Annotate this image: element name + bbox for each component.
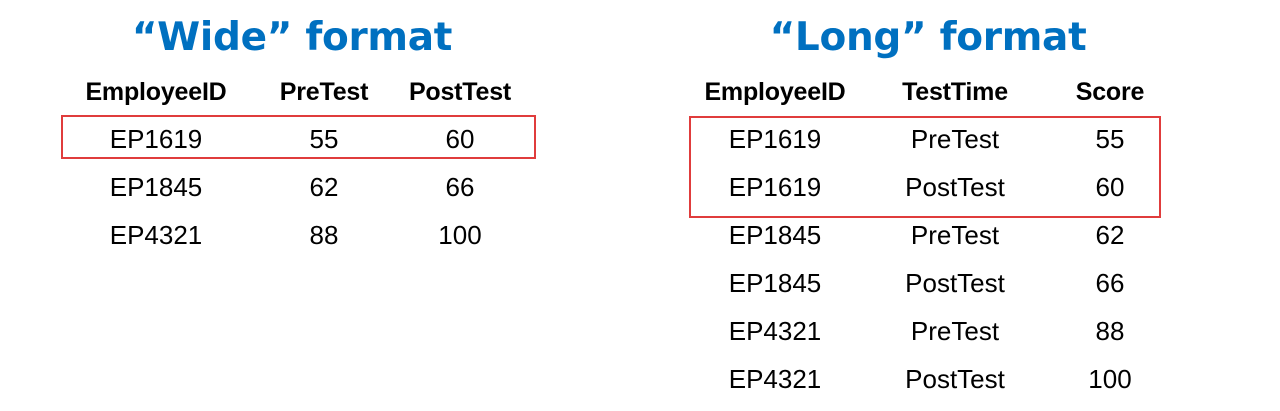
- long-header-employeeid: EmployeeID: [704, 78, 846, 106]
- long-header-score: Score: [1075, 78, 1145, 106]
- wide-cell: 66: [445, 172, 475, 202]
- long-cell: EP4321: [728, 316, 822, 346]
- wide-cell: EP1619: [109, 124, 203, 154]
- long-highlight-box: [689, 116, 1161, 218]
- long-cell: PreTest: [910, 124, 1000, 154]
- long-cell: 62: [1095, 220, 1125, 250]
- wide-cell: EP1845: [109, 172, 203, 202]
- wide-header-employeeid: EmployeeID: [85, 78, 227, 106]
- wide-cell: 60: [445, 124, 475, 154]
- long-cell: EP1845: [728, 268, 822, 298]
- long-cell: PostTest: [905, 268, 1005, 298]
- long-cell: 66: [1095, 268, 1125, 298]
- long-cell: PreTest: [910, 220, 1000, 250]
- long-cell: 60: [1095, 172, 1125, 202]
- long-cell: 100: [1088, 364, 1132, 394]
- long-cell: PreTest: [910, 316, 1000, 346]
- long-cell: EP1619: [728, 124, 822, 154]
- wide-highlight-box: [61, 115, 536, 159]
- wide-cell: 100: [438, 220, 482, 250]
- wide-cell: 62: [309, 172, 339, 202]
- wide-header-pretest: PreTest: [279, 78, 369, 106]
- long-cell: EP4321: [728, 364, 822, 394]
- wide-cell: 55: [309, 124, 339, 154]
- long-cell: 88: [1095, 316, 1125, 346]
- long-cell: EP1845: [728, 220, 822, 250]
- wide-header-posttest: PostTest: [408, 78, 512, 106]
- wide-cell: 88: [309, 220, 339, 250]
- wide-cell: EP4321: [109, 220, 203, 250]
- long-cell: EP1619: [728, 172, 822, 202]
- long-cell: PostTest: [905, 364, 1005, 394]
- long-header-testtime: TestTime: [902, 78, 1008, 106]
- long-format-title: “Long” format: [769, 15, 1087, 60]
- long-cell: PostTest: [905, 172, 1005, 202]
- long-cell: 55: [1095, 124, 1125, 154]
- wide-format-title: “Wide” format: [131, 15, 453, 60]
